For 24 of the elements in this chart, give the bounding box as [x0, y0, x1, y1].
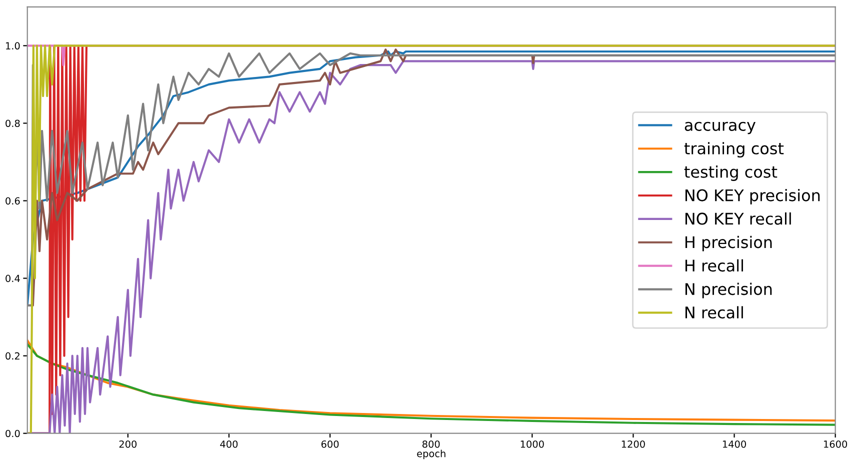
- legend-label: H precision: [685, 236, 772, 252]
- x-tick-label: 800: [422, 440, 440, 448]
- x-tick-label: 600: [321, 440, 339, 448]
- x-tick-label: 1600: [824, 440, 848, 448]
- legend-label: NO KEY recall: [685, 212, 791, 225]
- x-tick-label: 200: [119, 440, 137, 448]
- y-tick-label: 0.0: [6, 430, 20, 438]
- x-tick-label: 1400: [722, 440, 746, 448]
- y-tick-label: 0.8: [6, 120, 20, 128]
- legend-label: N precision: [685, 282, 772, 298]
- y-tick-label: 0.2: [6, 352, 20, 360]
- y-tick-label: 0.6: [6, 197, 20, 205]
- legend-label: NO KEY precision: [685, 188, 820, 204]
- legend-label: testing cost: [684, 166, 778, 181]
- x-tick-label: 1200: [622, 440, 645, 448]
- legend-label: training cost: [684, 142, 784, 158]
- x-axis-title: epoch: [417, 450, 446, 460]
- legend-label: H recall: [685, 259, 743, 272]
- y-tick-label: 0.4: [6, 274, 20, 282]
- x-tick-label: 1000: [520, 440, 544, 448]
- legend-label: N recall: [685, 306, 743, 319]
- x-tick-label: 400: [220, 440, 238, 448]
- y-tick-label: 1.0: [6, 42, 20, 50]
- legend-label: accuracy: [684, 122, 756, 134]
